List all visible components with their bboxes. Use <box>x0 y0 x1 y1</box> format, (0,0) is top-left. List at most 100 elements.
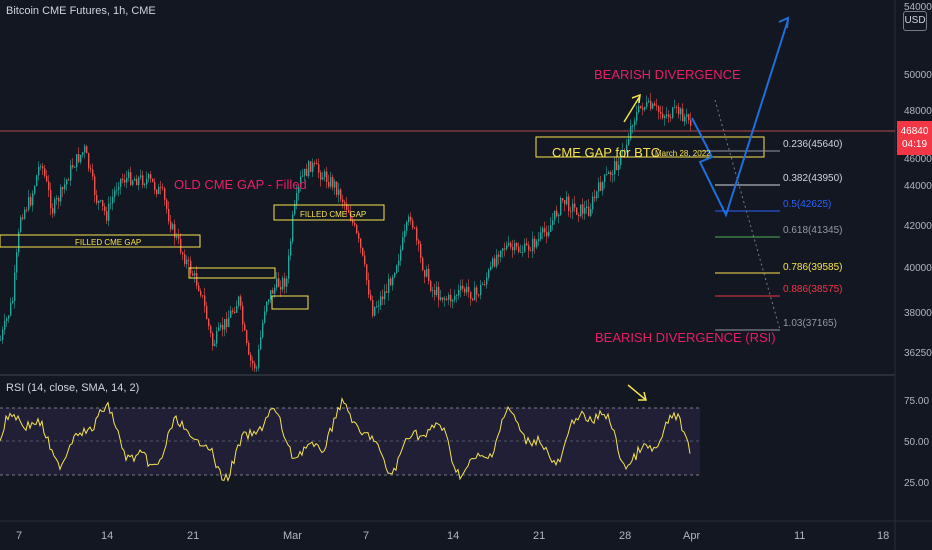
rsi-axis[interactable]: 75.00 50.00 25.00 <box>904 396 929 489</box>
candle-body <box>450 294 452 302</box>
candle-body <box>458 289 460 296</box>
candle-body <box>562 198 564 201</box>
price-tick: 36250 <box>904 348 932 359</box>
filled-gap-box-2[interactable] <box>188 267 276 279</box>
price-axis[interactable]: 54000 50000 48000 46000 44000 42000 4000… <box>904 2 932 359</box>
candle-body <box>670 117 672 119</box>
candle-body <box>12 300 14 303</box>
candle-body <box>688 114 690 121</box>
candle-body <box>206 306 208 320</box>
candle-body <box>128 172 130 178</box>
candle-body <box>380 296 382 306</box>
candle-body <box>140 175 142 178</box>
candle-body <box>88 153 90 169</box>
candle-body <box>420 244 422 258</box>
candle-body <box>300 176 302 187</box>
currency-button[interactable]: USD <box>903 11 927 31</box>
candle-body <box>460 285 462 290</box>
candle-body <box>680 108 682 115</box>
candle-body <box>76 154 78 168</box>
candle-body <box>194 272 196 276</box>
candlestick-series[interactable] <box>0 92 692 375</box>
rsi-line[interactable] <box>0 397 691 483</box>
divergence-arrow[interactable] <box>623 95 641 123</box>
candle-body <box>136 178 138 186</box>
projection-path[interactable] <box>691 19 789 218</box>
fibonacci-retracement[interactable] <box>700 99 781 331</box>
candle-body <box>218 327 220 331</box>
price-tick-top: 54000 <box>904 2 932 13</box>
candle-body <box>672 107 674 118</box>
candle-body <box>664 116 666 118</box>
candle-body <box>666 114 668 117</box>
candle-body <box>166 199 168 209</box>
candle-body <box>656 105 658 107</box>
cme-gap-box[interactable] <box>535 136 765 158</box>
candle-body <box>518 246 520 253</box>
candle-body <box>432 290 434 291</box>
bearish-divergence-rsi-label: BEARISH DIVERGENCE (RSI) <box>595 330 776 345</box>
last-price-tag: 46840 04:19 <box>897 121 932 155</box>
candle-body <box>534 238 536 248</box>
candle-body <box>618 164 620 171</box>
candle-body <box>312 162 314 172</box>
price-tick: 50000 <box>904 70 932 81</box>
candle-body <box>590 209 592 216</box>
candle-body <box>228 317 230 327</box>
fib-0236-label: 0.236(45640) <box>783 139 843 150</box>
candle-body <box>686 114 688 117</box>
candle-body <box>570 210 572 212</box>
candle-body <box>6 318 8 321</box>
candle-body <box>604 174 606 183</box>
candle-body <box>266 301 268 312</box>
time-tick: 7 <box>363 530 369 542</box>
filled-gap-box-4[interactable] <box>273 204 385 221</box>
rsi-indicator-label[interactable]: RSI (14, close, SMA, 14, 2) <box>6 382 140 394</box>
candle-body <box>486 277 488 285</box>
candle-body <box>530 250 532 252</box>
candle-body <box>470 291 472 299</box>
candle-body <box>304 168 306 176</box>
candle-body <box>176 236 178 238</box>
rsi-tick: 75.00 <box>904 396 929 407</box>
candle-body <box>30 197 32 206</box>
candle-body <box>328 181 330 187</box>
candle-body <box>316 163 318 165</box>
candle-body <box>648 100 650 103</box>
candle-body <box>96 195 98 204</box>
candle-body <box>574 203 576 208</box>
candle-body <box>564 200 566 205</box>
candle-body <box>404 230 406 238</box>
candle-body <box>46 175 48 182</box>
price-tick: 42000 <box>904 221 932 232</box>
candle-body <box>246 330 248 344</box>
candle-body <box>124 180 126 183</box>
filled-gap-box-3[interactable] <box>271 295 309 310</box>
candle-body <box>18 231 20 253</box>
candle-body <box>338 189 340 195</box>
candle-body <box>462 285 464 289</box>
candle-body <box>134 178 136 181</box>
candle-body <box>484 284 486 285</box>
rsi-divergence-arrow[interactable] <box>627 384 647 401</box>
projection-arrow-head <box>778 16 790 29</box>
price-tick: 46000 <box>904 154 932 165</box>
candle-body <box>652 103 654 109</box>
candle-body <box>104 206 106 212</box>
candle-body <box>276 278 278 288</box>
candle-body <box>154 181 156 190</box>
candle-body <box>396 265 398 274</box>
time-axis[interactable]: 7 14 21 Mar 7 14 21 28 Apr 11 18 <box>16 530 889 542</box>
candle-body <box>560 198 562 215</box>
candle-body <box>58 198 60 202</box>
candle-body <box>356 225 358 234</box>
candle-body <box>90 168 92 170</box>
candle-body <box>244 324 246 331</box>
candle-body <box>68 179 70 181</box>
candle-body <box>326 171 328 182</box>
rsi-divergence-arrow-head <box>638 391 647 401</box>
candle-body <box>22 217 24 219</box>
filled-gap-box-1[interactable] <box>0 234 201 248</box>
candle-body <box>620 151 622 165</box>
